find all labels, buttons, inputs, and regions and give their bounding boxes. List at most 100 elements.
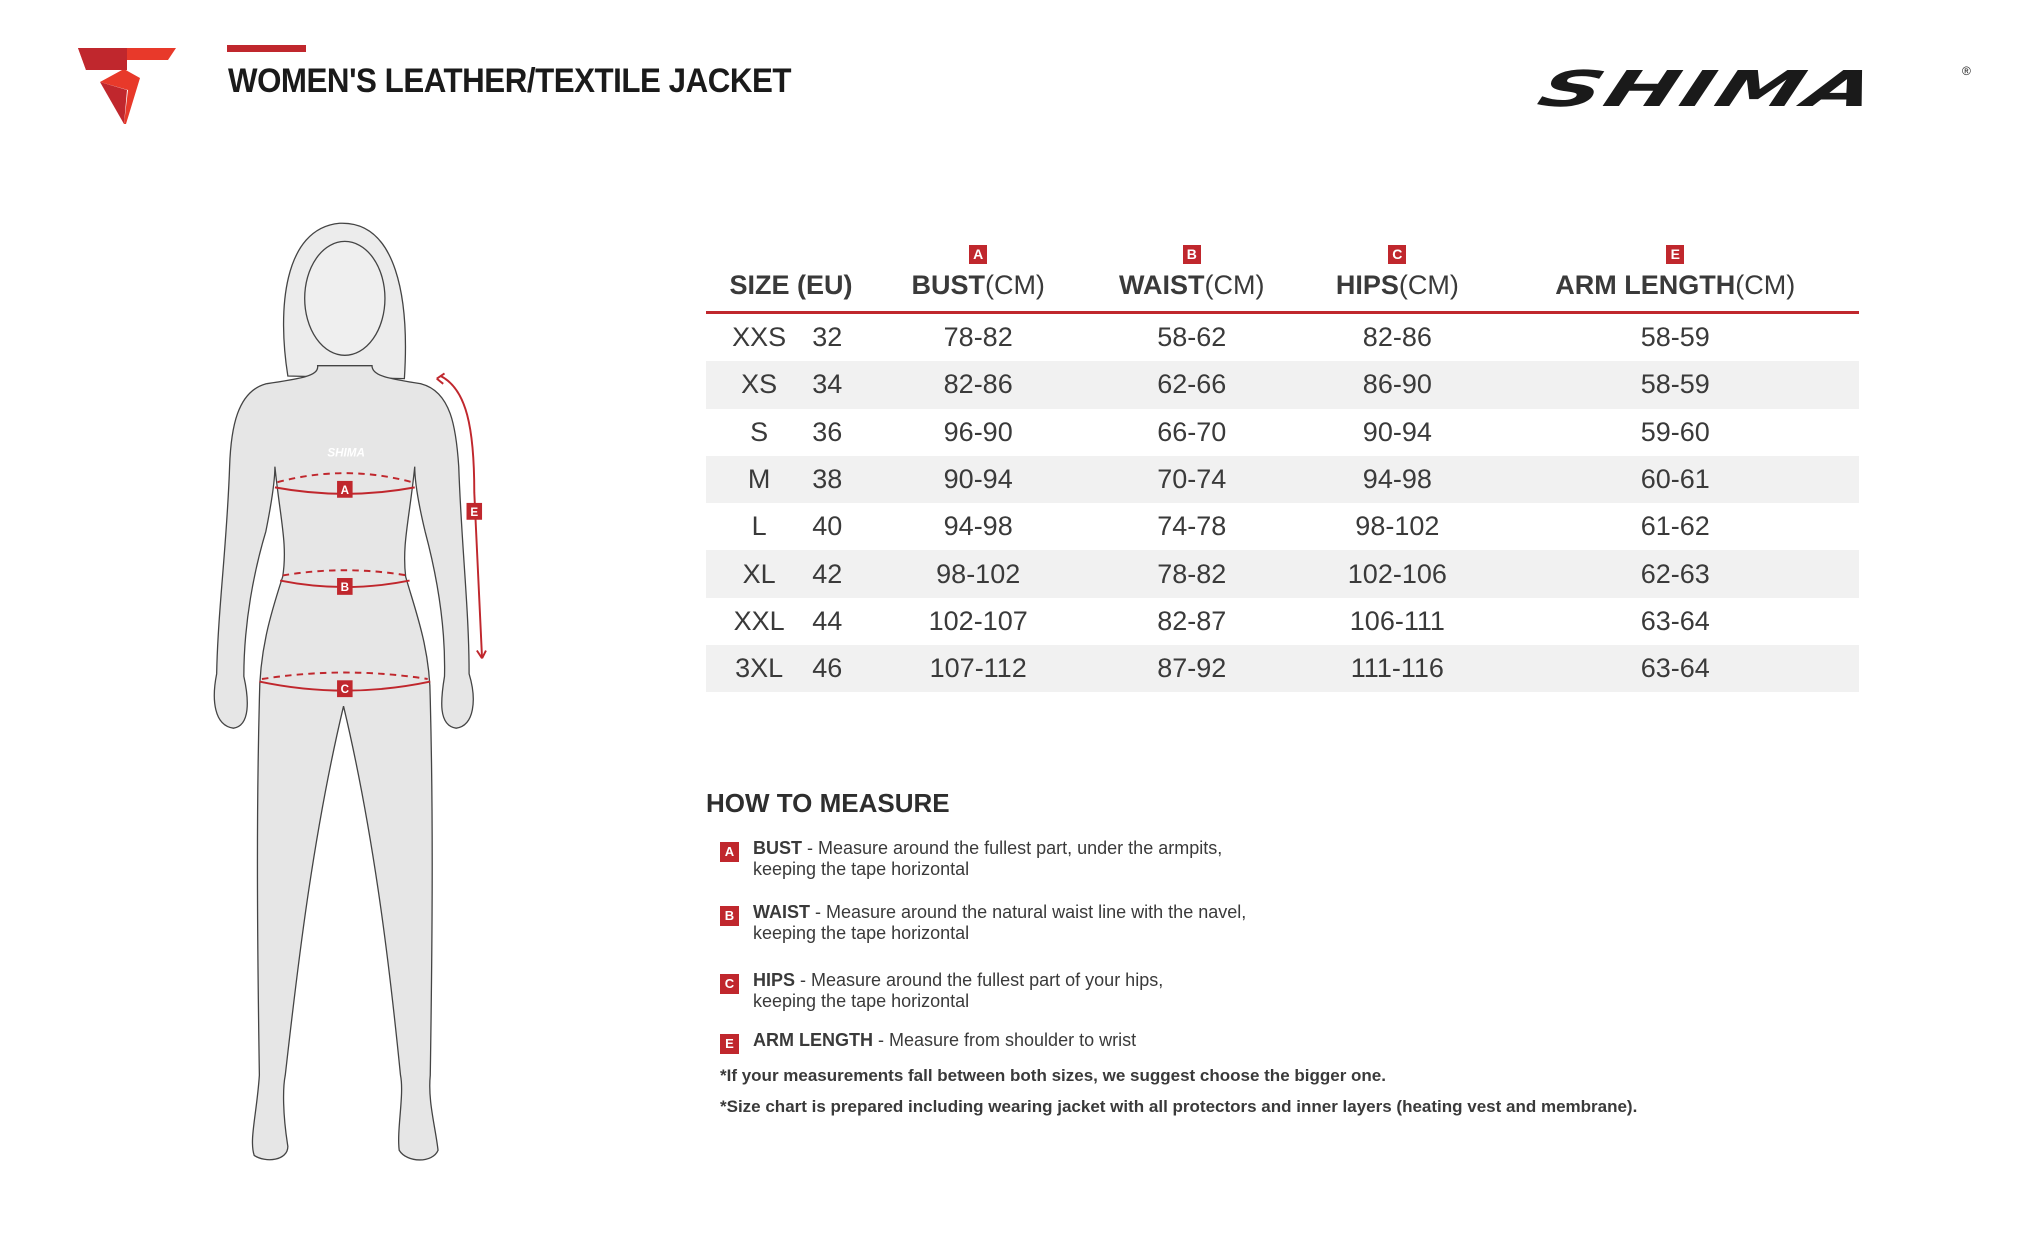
cell-hips: 90-94 bbox=[1362, 416, 1432, 447]
cell-bust: 96-90 bbox=[943, 416, 1013, 447]
badge-a: A bbox=[969, 245, 988, 264]
marker-e: E bbox=[470, 506, 478, 519]
table-row: M 38 90-94 70-74 94-98 60-61 bbox=[706, 455, 1859, 504]
body-silhouette bbox=[213, 365, 474, 1161]
table-row: 3XL 46 107-112 87-92 111-116 63-64 bbox=[706, 645, 1859, 693]
measure-desc: - Measure from shoulder to wrist bbox=[873, 1030, 1137, 1050]
page-title: WOMEN'S LEATHER/TEXTILE JACKET bbox=[228, 62, 792, 100]
cell-waist: 82-87 bbox=[1157, 605, 1227, 636]
measure-item-waist: B WAIST - Measure around the natural wais… bbox=[720, 902, 1246, 944]
cell-waist: 58-62 bbox=[1157, 322, 1227, 353]
how-to-measure-title: HOW TO MEASURE bbox=[706, 788, 950, 818]
cell-hips: 102-106 bbox=[1303, 550, 1492, 598]
measure-desc-2: keeping the tape horizontal bbox=[753, 923, 970, 943]
cell-size: 3XL bbox=[706, 645, 813, 693]
registered-mark: ® bbox=[1962, 64, 1971, 78]
measure-desc: - Measure around the natural waist line … bbox=[810, 902, 1247, 922]
cell-arm: 58-59 bbox=[1491, 361, 1859, 409]
badge: C bbox=[720, 974, 739, 994]
badge-e: E bbox=[1666, 245, 1685, 264]
table-row: XL 42 98-102 78-82 102-106 62-63 bbox=[706, 550, 1859, 598]
cell-hips: 82-86 bbox=[1362, 322, 1432, 353]
cell-size: S bbox=[750, 416, 769, 447]
cell-size: XS bbox=[706, 361, 813, 409]
marker-a: A bbox=[341, 484, 350, 497]
badge: E bbox=[720, 1034, 739, 1054]
cell-eu: 36 bbox=[812, 416, 843, 447]
measure-desc: - Measure around the fullest part of you… bbox=[795, 970, 1164, 990]
shima-emblem-icon bbox=[78, 48, 176, 124]
cell-hips: 98-102 bbox=[1355, 511, 1440, 542]
cell-eu: 46 bbox=[812, 645, 876, 693]
cell-waist: 62-66 bbox=[1080, 361, 1304, 409]
column-header-hips: C HIPS(CM) bbox=[1303, 235, 1492, 314]
column-header-waist: B WAIST(CM) bbox=[1080, 235, 1304, 314]
measure-item-arm-length: E ARM LENGTH - Measure from shoulder to w… bbox=[720, 1030, 1137, 1054]
cell-waist: 78-82 bbox=[1080, 550, 1304, 598]
cell-bust: 107-112 bbox=[876, 645, 1081, 693]
table-row: XS 34 82-86 62-66 86-90 58-59 bbox=[706, 361, 1859, 409]
measure-name: ARM LENGTH bbox=[753, 1030, 873, 1050]
cell-eu: 44 bbox=[812, 605, 843, 636]
table-row: XXL 44 102-107 82-87 106-111 63-64 bbox=[706, 598, 1859, 645]
table-row: S 36 96-90 66-70 90-94 59-60 bbox=[706, 409, 1859, 456]
brand-logo: SHIMA bbox=[1531, 60, 1887, 118]
cell-waist: 66-70 bbox=[1157, 416, 1227, 447]
cell-arm: 61-62 bbox=[1640, 511, 1710, 542]
cell-size: XXS bbox=[732, 322, 787, 353]
title-accent-bar bbox=[227, 45, 306, 52]
cell-size: XL bbox=[706, 550, 813, 598]
measure-name: HIPS bbox=[753, 970, 796, 990]
badge-c: C bbox=[1388, 245, 1407, 264]
column-header-bust: A BUST(CM) bbox=[876, 235, 1081, 314]
cell-waist: 70-74 bbox=[1080, 455, 1304, 504]
cell-bust: 78-82 bbox=[943, 322, 1013, 353]
measure-item-hips: C HIPS - Measure around the fullest part … bbox=[720, 970, 1163, 1012]
cell-eu: 42 bbox=[812, 550, 876, 598]
cell-waist: 74-78 bbox=[1157, 511, 1227, 542]
cell-waist: 87-92 bbox=[1080, 645, 1304, 693]
cell-arm: 63-64 bbox=[1640, 605, 1710, 636]
measure-desc: - Measure around the fullest part, under… bbox=[802, 838, 1223, 858]
cell-arm: 63-64 bbox=[1491, 645, 1859, 693]
cell-size: L bbox=[751, 511, 767, 542]
cell-hips: 106-111 bbox=[1349, 605, 1445, 636]
head-shape bbox=[304, 240, 386, 356]
cell-arm: 58-59 bbox=[1640, 322, 1710, 353]
cell-hips: 94-98 bbox=[1303, 455, 1492, 504]
cell-size: M bbox=[706, 455, 813, 504]
cell-bust: 90-94 bbox=[876, 455, 1081, 504]
cell-bust: 98-102 bbox=[876, 550, 1081, 598]
badge: B bbox=[720, 906, 739, 926]
measure-desc-2: keeping the tape horizontal bbox=[753, 991, 970, 1011]
marker-b: B bbox=[341, 581, 349, 594]
table-row: XXS 32 78-82 58-62 82-86 58-59 bbox=[706, 313, 1859, 362]
size-chart-table: SIZE (EU) A BUST(CM) B WAIST(CM) C HIPS(CM)… bbox=[706, 235, 1859, 693]
column-header-arm-length: E ARM LENGTH(CM) bbox=[1491, 235, 1859, 314]
cell-arm: 59-60 bbox=[1640, 416, 1710, 447]
cell-eu: 34 bbox=[812, 361, 876, 409]
table-row: L 40 94-98 74-78 98-102 61-62 bbox=[706, 503, 1859, 550]
cell-arm: 60-61 bbox=[1491, 455, 1859, 504]
body-measurement-figure: SHIMA A B C E bbox=[213, 222, 487, 1161]
badge-b: B bbox=[1182, 245, 1201, 264]
cell-eu: 38 bbox=[812, 455, 876, 504]
cell-bust: 94-98 bbox=[943, 511, 1013, 542]
cell-arm: 62-63 bbox=[1491, 550, 1859, 598]
column-header-size: SIZE (EU) bbox=[706, 235, 876, 314]
footnote: *Size chart is prepared including wearin… bbox=[720, 1097, 1638, 1116]
cell-bust: 82-86 bbox=[876, 361, 1081, 409]
measure-name: WAIST bbox=[753, 902, 810, 922]
measure-name: BUST bbox=[753, 838, 802, 858]
cell-eu: 40 bbox=[812, 511, 843, 542]
footnote: *If your measurements fall between both … bbox=[720, 1066, 1386, 1085]
marker-c: C bbox=[341, 683, 350, 696]
badge: A bbox=[720, 842, 739, 862]
measure-desc-2: keeping the tape horizontal bbox=[753, 859, 970, 879]
cell-size: XXL bbox=[733, 605, 785, 636]
cell-eu: 32 bbox=[812, 322, 843, 353]
cell-hips: 86-90 bbox=[1303, 361, 1492, 409]
measure-item-bust: A BUST - Measure around the fullest part,… bbox=[720, 838, 1222, 880]
shirt-logo: SHIMA bbox=[327, 446, 365, 459]
cell-bust: 102-107 bbox=[928, 605, 1028, 636]
